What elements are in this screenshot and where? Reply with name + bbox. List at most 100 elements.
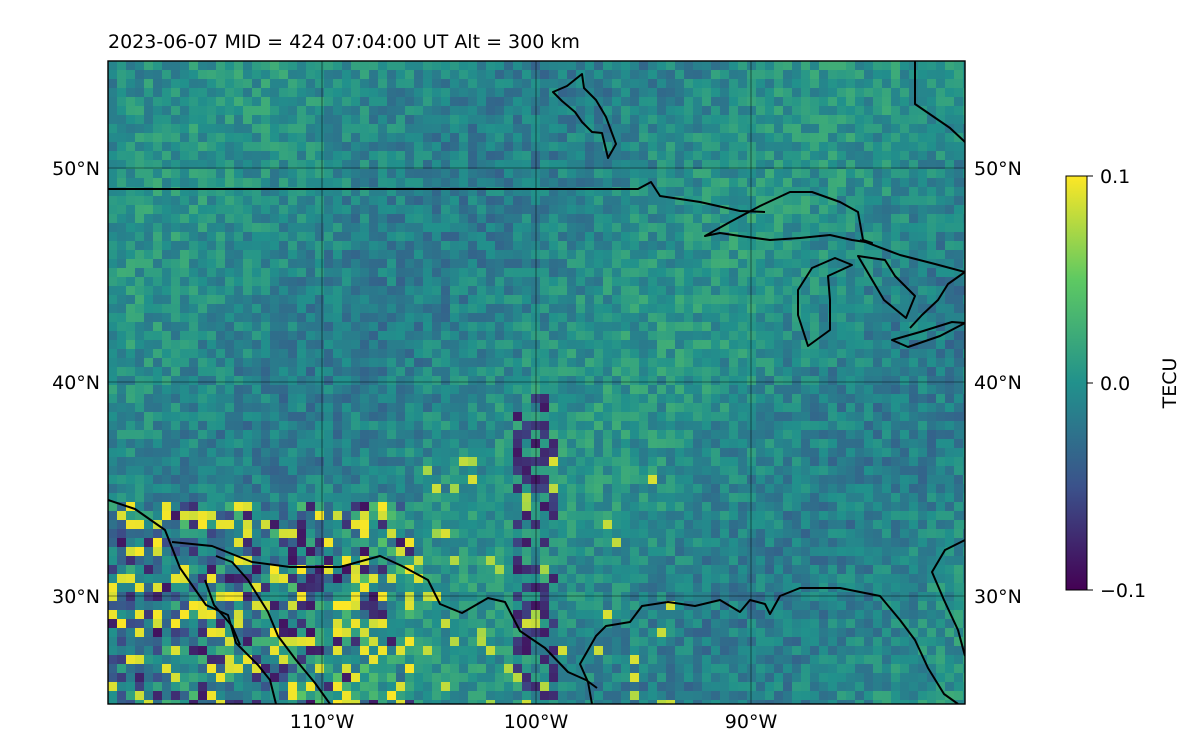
field-cell [189,160,199,170]
field-cell [792,439,802,449]
field-cell [891,295,901,305]
field-cell [243,457,253,467]
field-cell [225,70,235,80]
field-cell [225,295,235,305]
field-cell [216,376,226,386]
field-cell [297,385,307,395]
field-cell [459,367,469,377]
field-cell [153,340,163,350]
field-cell [369,313,379,323]
field-cell [666,457,676,467]
field-cell [702,133,712,143]
field-cell [279,502,289,512]
field-cell [909,313,919,323]
field-cell [315,367,325,377]
field-cell [306,160,316,170]
field-cell [927,367,937,377]
field-cell [225,313,235,323]
field-cell [891,160,901,170]
field-cell [738,475,748,485]
field-cell [459,448,469,458]
field-cell [621,106,631,116]
field-cell [612,268,622,278]
field-cell [369,430,379,440]
field-cell [549,286,559,296]
field-cell [495,205,505,215]
field-cell [873,430,883,440]
field-cell [945,106,955,116]
field-cell [144,502,154,512]
field-cell [756,358,766,368]
field-cell [792,178,802,188]
field-cell [648,430,658,440]
field-cell [756,376,766,386]
field-cell [279,124,289,134]
field-cell [126,70,136,80]
field-cell [765,232,775,242]
field-cell [558,475,568,485]
field-cell [864,223,874,233]
field-cell [729,448,739,458]
field-cell [639,403,649,413]
field-cell [189,232,199,242]
field-cell [945,241,955,251]
field-cell [720,358,730,368]
field-cell [162,142,172,152]
field-cell [891,313,901,323]
field-cell [495,115,505,125]
field-cell [144,133,154,143]
field-cell [306,61,316,71]
field-cell [729,160,739,170]
field-cell [279,115,289,125]
field-cell [630,304,640,314]
field-cell [459,493,469,503]
field-cell [234,178,244,188]
field-cell [468,259,478,269]
field-cell [198,295,208,305]
field-cell [891,187,901,197]
field-cell [747,394,757,404]
field-cell [117,286,127,296]
field-cell [117,385,127,395]
field-cell [243,322,253,332]
field-cell [567,106,577,116]
field-cell [603,430,613,440]
field-cell [180,484,190,494]
field-cell [585,268,595,278]
field-cell [702,160,712,170]
field-cell [189,169,199,179]
field-cell [387,304,397,314]
field-cell [918,520,928,530]
field-cell [135,412,145,422]
field-cell [117,142,127,152]
field-cell [900,277,910,287]
field-cell [630,106,640,116]
field-cell [135,268,145,278]
field-cell [378,178,388,188]
field-cell [648,70,658,80]
field-cell [621,340,631,350]
field-cell [108,106,118,116]
field-cell [684,214,694,224]
field-cell [234,277,244,287]
field-cell [954,169,964,179]
field-cell [612,151,622,161]
field-cell [963,61,965,71]
field-cell [486,484,496,494]
field-cell [855,484,865,494]
field-cell [666,178,676,188]
field-cell [144,286,154,296]
field-cell [288,61,298,71]
field-cell [657,232,667,242]
field-cell [468,223,478,233]
field-cell [270,295,280,305]
field-cell [756,187,766,197]
field-cell [414,376,424,386]
field-cell [882,520,892,530]
field-cell [117,205,127,215]
field-cell [234,520,244,530]
field-cell [765,250,775,260]
field-cell [657,268,667,278]
field-cell [882,493,892,503]
field-cell [108,268,118,278]
